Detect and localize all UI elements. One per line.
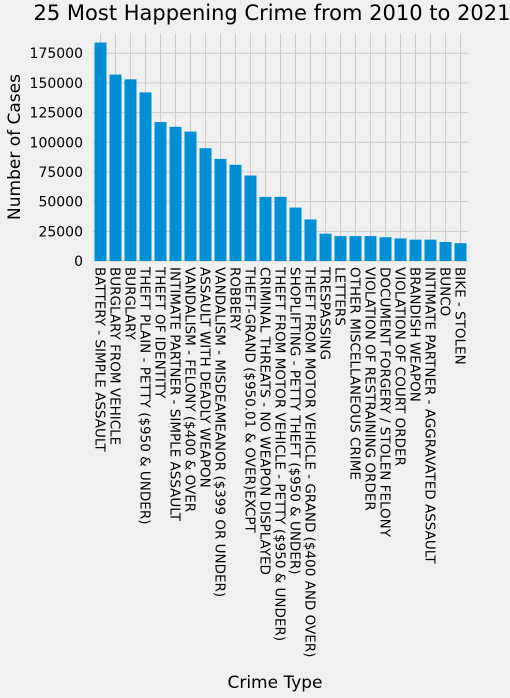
x-tick-label: THEFT OF IDENTITY: [152, 266, 168, 399]
x-tick-label: THEFT FROM MOTOR VEHICLE - PETTY ($950 &…: [272, 266, 288, 641]
bar: [379, 237, 392, 261]
x-tick-label: TRESPASSING: [317, 266, 333, 360]
bar: [229, 164, 242, 261]
bar: [109, 74, 122, 261]
bar: [424, 239, 437, 261]
bar: [439, 242, 452, 261]
x-axis-ticks: BATTERY - SIMPLE ASSAULT BURGLARY FROM VE…: [92, 266, 468, 657]
x-tick-label: INTIMATE PARTNER - SIMPLE ASSAULT: [167, 267, 183, 522]
x-tick-label: THEFT PLAIN - PETTY ($950 & UNDER): [137, 266, 153, 524]
x-tick-label: THEFT-GRAND ($950.01 & OVER)EXCPT: [242, 266, 258, 534]
bar: [334, 236, 347, 261]
bar: [454, 243, 467, 261]
x-axis-label: Crime Type: [227, 673, 322, 693]
x-tick-label: ROBBERY: [227, 267, 243, 332]
bar: [394, 238, 407, 261]
y-tick-label: 75000: [38, 165, 83, 181]
x-tick-label: CRIMINAL THREATS - NO WEAPON DISPLAYED: [257, 267, 273, 575]
x-tick-label: BIKE - STOLEN: [452, 267, 468, 365]
y-tick-label: 150000: [30, 76, 83, 92]
x-tick-label: DOCUMENT FORGERY / STOLEN FELONY: [377, 267, 393, 538]
bar: [154, 122, 167, 261]
bar: [409, 239, 422, 261]
x-tick-label: VANDALISM - MISDEAMEANOR ($399 OR UNDER): [212, 267, 228, 597]
x-tick-label: BURGLARY: [122, 267, 138, 341]
x-tick-label: VANDALISM - FELONY ($400 & OVER: [182, 267, 198, 512]
chart-title: 25 Most Happening Crime from 2010 to 202…: [34, 1, 510, 25]
y-tick-label: 175000: [30, 46, 83, 62]
bars: [94, 42, 467, 261]
bar: [139, 92, 152, 261]
bar: [289, 207, 302, 261]
x-tick-label: VIOLATION OF RESTRAINING ORDER: [362, 267, 378, 511]
bar: [124, 79, 137, 261]
x-tick-label: BURGLARY FROM VEHICLE: [107, 267, 123, 445]
bar: [349, 236, 362, 261]
x-tick-label: VIOLATION OF COURT ORDER: [392, 267, 408, 466]
x-tick-label: SHOPLIFTING - PETTY THEFT ($950 & UNDER): [287, 267, 303, 575]
bar: [184, 131, 197, 261]
bar: [94, 42, 107, 261]
x-tick-label: OTHER MISCELLANEOUS CRIME: [347, 267, 363, 480]
y-tick-label: 125000: [30, 106, 83, 122]
y-tick-label: 100000: [30, 135, 83, 151]
bar: [259, 196, 272, 261]
x-tick-label: BATTERY - SIMPLE ASSAULT: [92, 267, 108, 453]
x-tick-label: BUNCO: [437, 267, 453, 316]
bar: [244, 175, 257, 261]
x-tick-label: THEFT FROM MOTOR VEHICLE - GRAND ($400 A…: [302, 266, 318, 657]
y-tick-label: 50000: [38, 195, 83, 211]
x-tick-label: LETTERS: [332, 267, 348, 326]
x-tick-label: BRANDISH WEAPON: [407, 267, 423, 402]
bar: [274, 196, 287, 261]
bar: [169, 126, 182, 261]
bar: [199, 148, 212, 261]
y-axis-label: Number of Cases: [5, 74, 25, 220]
bar: [304, 219, 317, 261]
y-axis-ticks: 0 25000 50000 75000 100000 125000 150000 175000: [30, 46, 83, 270]
x-tick-label: ASSAULT WITH DEADLY WEAPON: [197, 267, 213, 488]
bar: [214, 158, 227, 261]
x-tick-label: INTIMATE PARTNER - AGGRAVATED ASSAULT: [422, 267, 438, 564]
y-tick-label: 25000: [38, 224, 83, 240]
y-tick-label: 0: [74, 254, 83, 270]
bar: [364, 236, 377, 261]
bar: [319, 233, 332, 261]
